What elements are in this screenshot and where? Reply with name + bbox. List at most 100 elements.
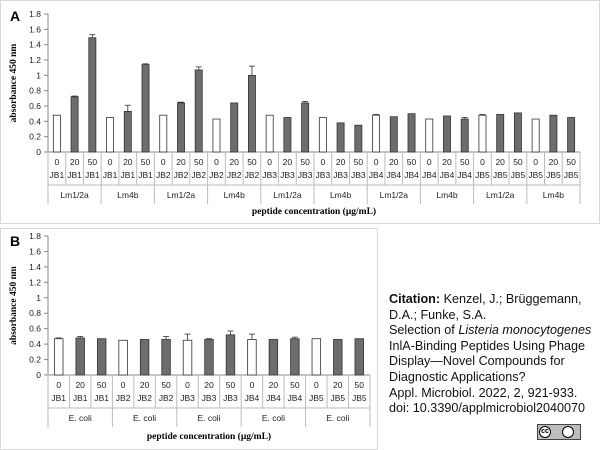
chart0-conc-label: 0 bbox=[54, 157, 59, 167]
chart0-bar bbox=[425, 118, 434, 153]
chart0-group-label: Lm4b bbox=[117, 190, 139, 200]
chart1-group-label: E. coli bbox=[262, 413, 285, 423]
chart1-y-tick-label: 0.6 bbox=[29, 324, 41, 334]
chart1-y-tick-label: 0 bbox=[36, 370, 41, 380]
chart0-conc-label: 20 bbox=[495, 157, 505, 167]
chart0-peptide-label: JB5 bbox=[493, 170, 508, 180]
chart1-conc-label: 50 bbox=[226, 380, 236, 390]
chart0-conc-label: 50 bbox=[194, 157, 204, 167]
chart1-conc-label: 0 bbox=[185, 380, 190, 390]
chart0-y-tick-label: 0.8 bbox=[29, 86, 41, 96]
chart1-peptide-label: JB5 bbox=[352, 393, 367, 403]
chart0-group-label: Lm1/2a bbox=[380, 190, 409, 200]
chart0-conc-label: 20 bbox=[176, 157, 186, 167]
chart1-y-tick-label: 1.6 bbox=[29, 246, 41, 256]
chart0-peptide-label: JB4 bbox=[404, 170, 419, 180]
chart0-bar bbox=[354, 124, 363, 153]
chart0-peptide-label: JB1 bbox=[103, 170, 118, 180]
chart0-peptide-label: JB3 bbox=[333, 170, 348, 180]
chart1-peptide-label: JB4 bbox=[266, 393, 281, 403]
chart1-y-tick-label: 1.8 bbox=[29, 231, 41, 241]
chart0-y-tick-label: 1 bbox=[36, 70, 41, 80]
chart1-conc-label: 50 bbox=[355, 380, 365, 390]
chart0-bar bbox=[443, 115, 451, 153]
chart1-peptide-label: JB1 bbox=[51, 393, 66, 403]
chart0-peptide-label: JB5 bbox=[546, 170, 561, 180]
chart1-group-label: E. coli bbox=[197, 413, 220, 423]
chart0-conc-label: 0 bbox=[427, 157, 432, 167]
chart0-peptide-label: JB1 bbox=[50, 170, 65, 180]
chart0-conc-label: 50 bbox=[300, 157, 310, 167]
chart1-bar bbox=[75, 337, 85, 376]
chart0-bar bbox=[283, 117, 292, 153]
chart0-group-label: Lm4b bbox=[224, 190, 246, 200]
chart0-peptide-label: JB1 bbox=[138, 170, 153, 180]
chart1-bar bbox=[54, 338, 64, 376]
chart0-y-tick-label: 0.2 bbox=[29, 132, 41, 142]
chart0-bar bbox=[212, 118, 221, 153]
chart0-bar bbox=[513, 112, 522, 153]
chart0-conc-label: 50 bbox=[566, 157, 576, 167]
chart0-conc-label: 50 bbox=[247, 157, 257, 167]
chart1-conc-label: 0 bbox=[250, 380, 255, 390]
chart1-peptide-label: JB1 bbox=[73, 393, 88, 403]
chart0-peptide-label: JB2 bbox=[156, 170, 171, 180]
panel-a-chart: 0 0.2 0.4 0.6 0.8 1 1.2 1.4 1.6 1.8 absorbance 450… bbox=[9, 9, 581, 217]
chart0-peptide-label: JB3 bbox=[262, 170, 277, 180]
citation-authors: Kenzel, J.; Brüggemann, D.A.; Funke, S.A… bbox=[389, 292, 582, 322]
chart0-bar bbox=[52, 114, 61, 153]
chart1-bar bbox=[161, 339, 171, 376]
panel-b-letter: B bbox=[10, 233, 21, 249]
chart0-conc-label: 50 bbox=[407, 157, 417, 167]
chart0-group-label: Lm1/2a bbox=[167, 190, 196, 200]
chart0-peptide-label: JB5 bbox=[475, 170, 490, 180]
chart1-conc-label: 20 bbox=[140, 380, 150, 390]
chart1-bar bbox=[118, 339, 128, 376]
citation-label: Citation: bbox=[389, 292, 441, 306]
chart0-group-label: Lm1/2a bbox=[273, 190, 302, 200]
chart0-bar bbox=[336, 122, 345, 153]
chart1-bar bbox=[290, 338, 300, 376]
chart1-bar bbox=[225, 334, 236, 376]
chart0-conc-label: 0 bbox=[161, 157, 166, 167]
chart0-y-tick-label: 1.4 bbox=[29, 40, 41, 50]
chart0-conc-label: 20 bbox=[336, 157, 346, 167]
chart0-conc-label: 50 bbox=[460, 157, 470, 167]
chart1-conc-label: 0 bbox=[314, 380, 319, 390]
chart0-bar bbox=[407, 113, 416, 153]
chart0-peptide-label: JB3 bbox=[351, 170, 366, 180]
chart0-peptide-label: JB3 bbox=[298, 170, 313, 180]
chart1-conc-label: 20 bbox=[269, 380, 279, 390]
chart0-peptide-label: JB1 bbox=[120, 170, 135, 180]
chart0-y-tick-label: 0.4 bbox=[29, 116, 41, 126]
chart1-peptide-label: JB2 bbox=[159, 393, 174, 403]
cc-icon: cc bbox=[539, 426, 551, 438]
chart0-y-tick-label: 1.2 bbox=[29, 55, 41, 65]
chart0-y-tick-label: 0 bbox=[36, 147, 41, 157]
chart1-group-label: E. coli bbox=[133, 413, 156, 423]
citation-title-post: InlA-Binding Peptides Using Phage Displa… bbox=[389, 338, 586, 384]
chart0-group-label: Lm4b bbox=[543, 190, 565, 200]
chart0-bar bbox=[567, 117, 576, 153]
chart1-y-axis-title: absorbance 450 nm bbox=[9, 266, 19, 345]
by-icon bbox=[562, 426, 574, 438]
chart0-peptide-label: JB3 bbox=[280, 170, 295, 180]
chart0-bar bbox=[159, 114, 168, 153]
chart1-conc-label: 50 bbox=[161, 380, 171, 390]
chart0-y-axis-title: absorbance 450 nm bbox=[9, 44, 19, 123]
chart1-bar bbox=[311, 338, 322, 376]
chart1-group-label: E. coli bbox=[69, 413, 92, 423]
chart0-group-label: Lm1/2a bbox=[486, 190, 515, 200]
chart1-bar bbox=[139, 339, 150, 376]
chart0-peptide-label: JB4 bbox=[386, 170, 401, 180]
chart1-bar bbox=[268, 339, 279, 376]
chart1-conc-label: 0 bbox=[121, 380, 126, 390]
chart0-conc-label: 0 bbox=[267, 157, 272, 167]
chart0-conc-label: 20 bbox=[283, 157, 293, 167]
chart1-bar bbox=[96, 338, 107, 376]
chart0-conc-label: 50 bbox=[354, 157, 364, 167]
chart1-peptide-label: JB2 bbox=[116, 393, 131, 403]
chart0-peptide-label: JB2 bbox=[227, 170, 242, 180]
cc-by-icon: cc bbox=[537, 424, 581, 440]
chart0-y-tick-label: 1.6 bbox=[29, 24, 41, 34]
